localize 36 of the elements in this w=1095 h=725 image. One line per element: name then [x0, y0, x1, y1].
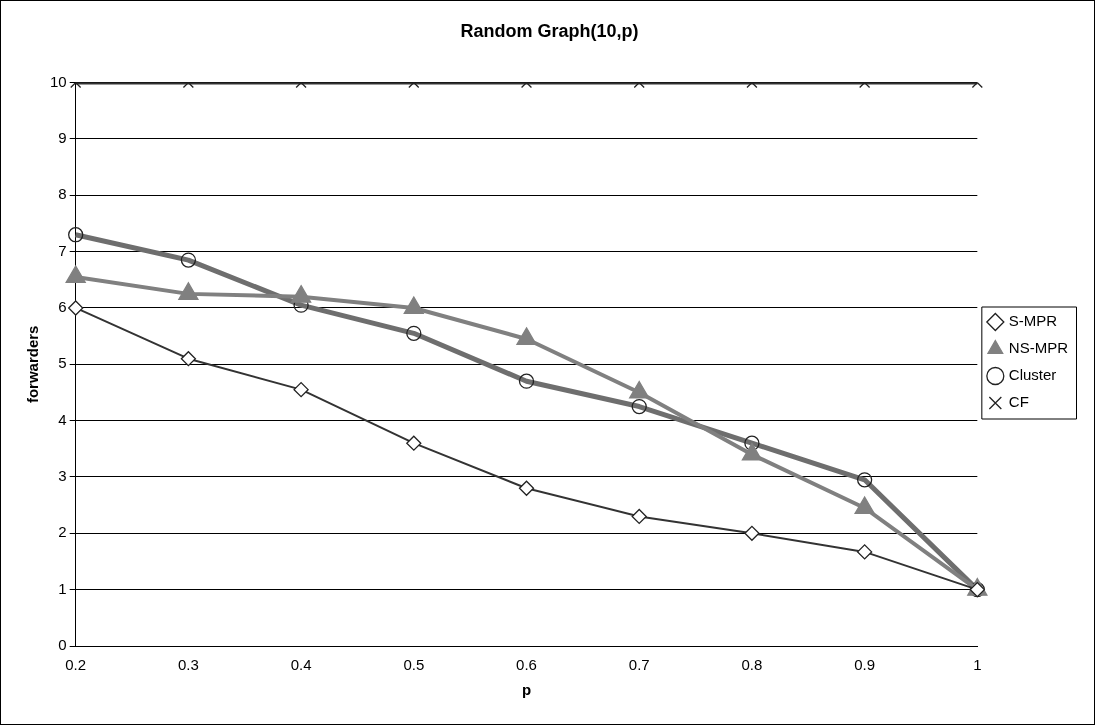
y-tick-label: 9 — [58, 129, 67, 147]
x-tick-label: 0.9 — [854, 656, 876, 674]
legend-label: Cluster — [1008, 366, 1057, 384]
x-tick-label: 1 — [973, 656, 982, 674]
y-tick-label: 4 — [58, 410, 67, 428]
point — [180, 351, 197, 367]
y-tick-label: 3 — [58, 467, 67, 485]
x-tick-label: 0.7 — [628, 656, 650, 674]
point — [293, 382, 309, 398]
x-tick-label: 0.8 — [741, 656, 763, 674]
y-tick-label: 0 — [58, 636, 67, 654]
point — [518, 480, 535, 496]
y-axis-title: forwarders — [24, 325, 42, 404]
y-tick-label: 8 — [58, 185, 67, 203]
point — [406, 435, 422, 451]
legend-label: NS-MPR — [1008, 339, 1069, 357]
y-tick-label: 5 — [58, 354, 67, 372]
y-tick-label: 10 — [50, 72, 67, 90]
x-tick-label: 0.3 — [177, 656, 199, 674]
legend-label: CF — [1008, 393, 1029, 411]
chart-title: Random Graph(10,p) — [460, 20, 639, 41]
y-tick-label: 2 — [58, 523, 67, 541]
point — [744, 525, 760, 541]
legend-label: S-MPR — [1008, 312, 1058, 330]
point — [68, 300, 84, 316]
x-tick-label: 0.5 — [403, 656, 425, 674]
x-tick-label: 0.4 — [290, 656, 312, 674]
x-tick-label: 0.2 — [65, 656, 87, 674]
y-tick-label: 1 — [58, 579, 67, 597]
point — [631, 508, 647, 525]
point — [854, 496, 875, 515]
x-tick-label: 0.6 — [516, 656, 537, 674]
point — [856, 544, 873, 560]
y-tick-label: 6 — [58, 298, 67, 316]
x-axis-title: p — [521, 681, 532, 699]
y-tick-label: 7 — [58, 241, 67, 259]
